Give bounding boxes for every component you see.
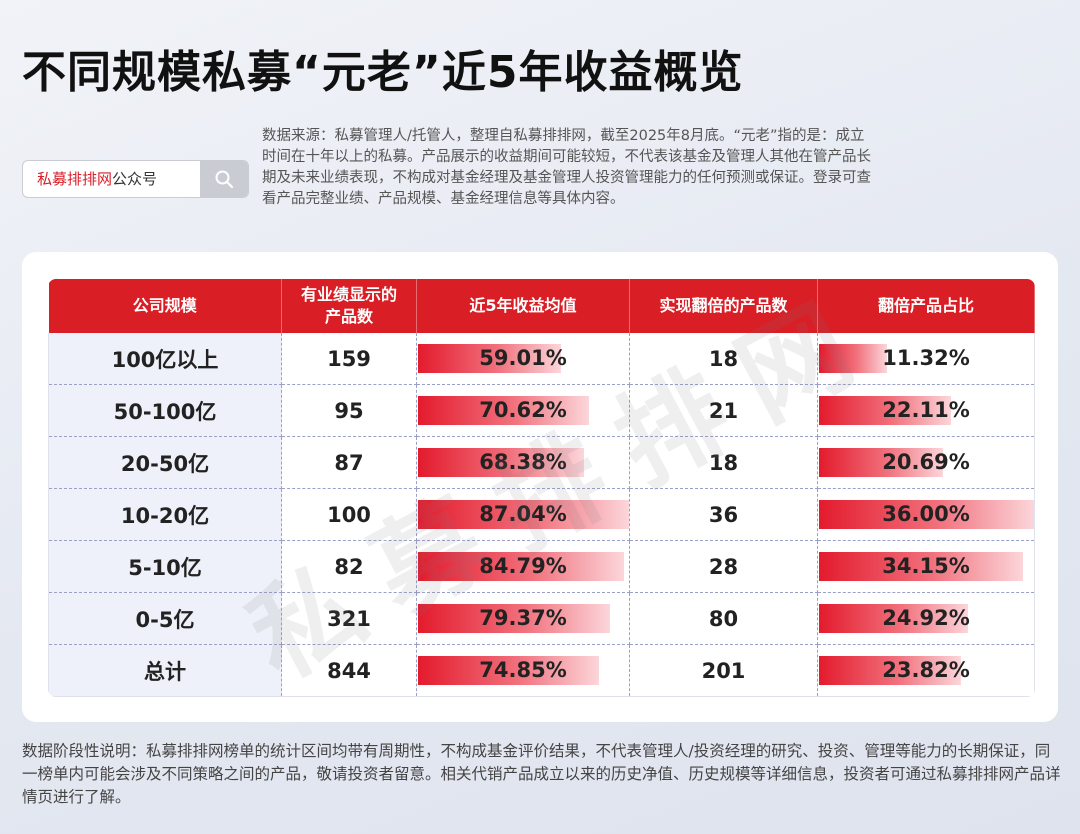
doubled-cell: 28 bbox=[629, 540, 818, 593]
ratio-value: 23.82% bbox=[882, 658, 970, 682]
return-bar bbox=[418, 500, 629, 529]
ratio-value: 34.15% bbox=[882, 554, 970, 578]
ratio-cell: 11.32% bbox=[817, 333, 1035, 385]
return-cell: 68.38% bbox=[416, 436, 630, 489]
ratio-bar bbox=[819, 396, 951, 425]
table-row: 20-50亿 87 68.38% 18 20.69% bbox=[48, 436, 1035, 489]
table-row: 50-100亿 95 70.62% 21 22.11% bbox=[48, 384, 1035, 437]
ratio-value: 22.11% bbox=[882, 398, 970, 422]
count-cell: 159 bbox=[281, 333, 417, 385]
return-value: 87.04% bbox=[479, 502, 567, 526]
ratio-cell: 24.92% bbox=[817, 592, 1035, 645]
ratio-cell: 20.69% bbox=[817, 436, 1035, 489]
ratio-value: 20.69% bbox=[882, 450, 970, 474]
data-source-note: 数据来源：私募管理人/托管人，整理自私募排排网，截至2025年8月底。“元老”指… bbox=[262, 128, 871, 207]
scale-cell: 20-50亿 bbox=[48, 436, 282, 489]
ratio-value: 24.92% bbox=[882, 606, 970, 630]
return-bar bbox=[418, 396, 590, 425]
ratio-bar bbox=[819, 552, 1023, 581]
doubled-cell: 36 bbox=[629, 488, 818, 541]
table-row: 总计 844 74.85% 201 23.82% bbox=[48, 644, 1035, 697]
ratio-bar bbox=[819, 500, 1034, 529]
search-box[interactable]: 私募排排网公众号 bbox=[22, 160, 249, 198]
count-cell: 844 bbox=[281, 644, 417, 697]
doubled-cell: 201 bbox=[629, 644, 818, 697]
table-header-row: 公司规模 有业绩显示的产品数 近5年收益均值 实现翻倍的产品数 翻倍产品占比 bbox=[48, 279, 1035, 333]
ratio-bar bbox=[819, 656, 962, 685]
return-cell: 84.79% bbox=[416, 540, 630, 593]
ratio-value: 36.00% bbox=[882, 502, 970, 526]
count-cell: 95 bbox=[281, 384, 417, 437]
doubled-cell: 80 bbox=[629, 592, 818, 645]
disclaimer: 数据阶段性说明：私募排排网榜单的统计区间均带有周期性，不构成基金评价结果，不代表… bbox=[22, 742, 1061, 806]
scale-cell: 0-5亿 bbox=[48, 592, 282, 645]
return-cell: 87.04% bbox=[416, 488, 630, 541]
search-icon bbox=[215, 170, 234, 189]
return-value: 68.38% bbox=[479, 450, 567, 474]
scale-cell: 总计 bbox=[48, 644, 282, 697]
returns-table: 公司规模 有业绩显示的产品数 近5年收益均值 实现翻倍的产品数 翻倍产品占比 1… bbox=[48, 279, 1035, 697]
return-value: 84.79% bbox=[479, 554, 567, 578]
return-bar bbox=[418, 344, 562, 373]
ratio-value: 11.32% bbox=[882, 346, 970, 370]
scale-cell: 100亿以上 bbox=[48, 333, 282, 385]
scale-cell: 10-20亿 bbox=[48, 488, 282, 541]
header-return: 近5年收益均值 bbox=[416, 279, 630, 333]
return-value: 79.37% bbox=[479, 606, 567, 630]
ratio-cell: 22.11% bbox=[817, 384, 1035, 437]
return-bar bbox=[418, 604, 611, 633]
ratio-bar bbox=[819, 448, 943, 477]
header-count: 有业绩显示的产品数 bbox=[281, 279, 417, 333]
header-doubled: 实现翻倍的产品数 bbox=[629, 279, 818, 333]
table-row: 0-5亿 321 79.37% 80 24.92% bbox=[48, 592, 1035, 645]
page-title: 不同规模私募“元老”近5年收益概览 bbox=[22, 47, 744, 98]
count-cell: 82 bbox=[281, 540, 417, 593]
return-cell: 79.37% bbox=[416, 592, 630, 645]
search-button[interactable] bbox=[200, 161, 248, 197]
return-bar bbox=[418, 656, 600, 685]
ratio-cell: 36.00% bbox=[817, 488, 1035, 541]
count-cell: 87 bbox=[281, 436, 417, 489]
brand-name: 私募排排网 bbox=[37, 170, 113, 188]
return-cell: 70.62% bbox=[416, 384, 630, 437]
ratio-bar bbox=[819, 604, 968, 633]
search-suffix: 公众号 bbox=[112, 170, 158, 188]
ratio-bar bbox=[819, 344, 887, 373]
header-scale: 公司规模 bbox=[48, 279, 282, 333]
count-cell: 100 bbox=[281, 488, 417, 541]
return-cell: 59.01% bbox=[416, 333, 630, 385]
search-label: 私募排排网公众号 bbox=[37, 161, 157, 197]
ratio-cell: 23.82% bbox=[817, 644, 1035, 697]
table-row: 100亿以上 159 59.01% 18 11.32% bbox=[48, 333, 1035, 385]
table-row: 10-20亿 100 87.04% 36 36.00% bbox=[48, 488, 1035, 541]
return-value: 59.01% bbox=[479, 346, 567, 370]
count-cell: 321 bbox=[281, 592, 417, 645]
doubled-cell: 18 bbox=[629, 333, 818, 385]
doubled-cell: 18 bbox=[629, 436, 818, 489]
return-bar bbox=[418, 552, 624, 581]
header-ratio: 翻倍产品占比 bbox=[817, 279, 1035, 333]
table-row: 5-10亿 82 84.79% 28 34.15% bbox=[48, 540, 1035, 593]
ratio-cell: 34.15% bbox=[817, 540, 1035, 593]
return-value: 74.85% bbox=[479, 658, 567, 682]
return-bar bbox=[418, 448, 584, 477]
header-count-label: 有业绩显示的产品数 bbox=[300, 285, 397, 326]
scale-cell: 50-100亿 bbox=[48, 384, 282, 437]
doubled-cell: 21 bbox=[629, 384, 818, 437]
return-value: 70.62% bbox=[479, 398, 567, 422]
return-cell: 74.85% bbox=[416, 644, 630, 697]
scale-cell: 5-10亿 bbox=[48, 540, 282, 593]
